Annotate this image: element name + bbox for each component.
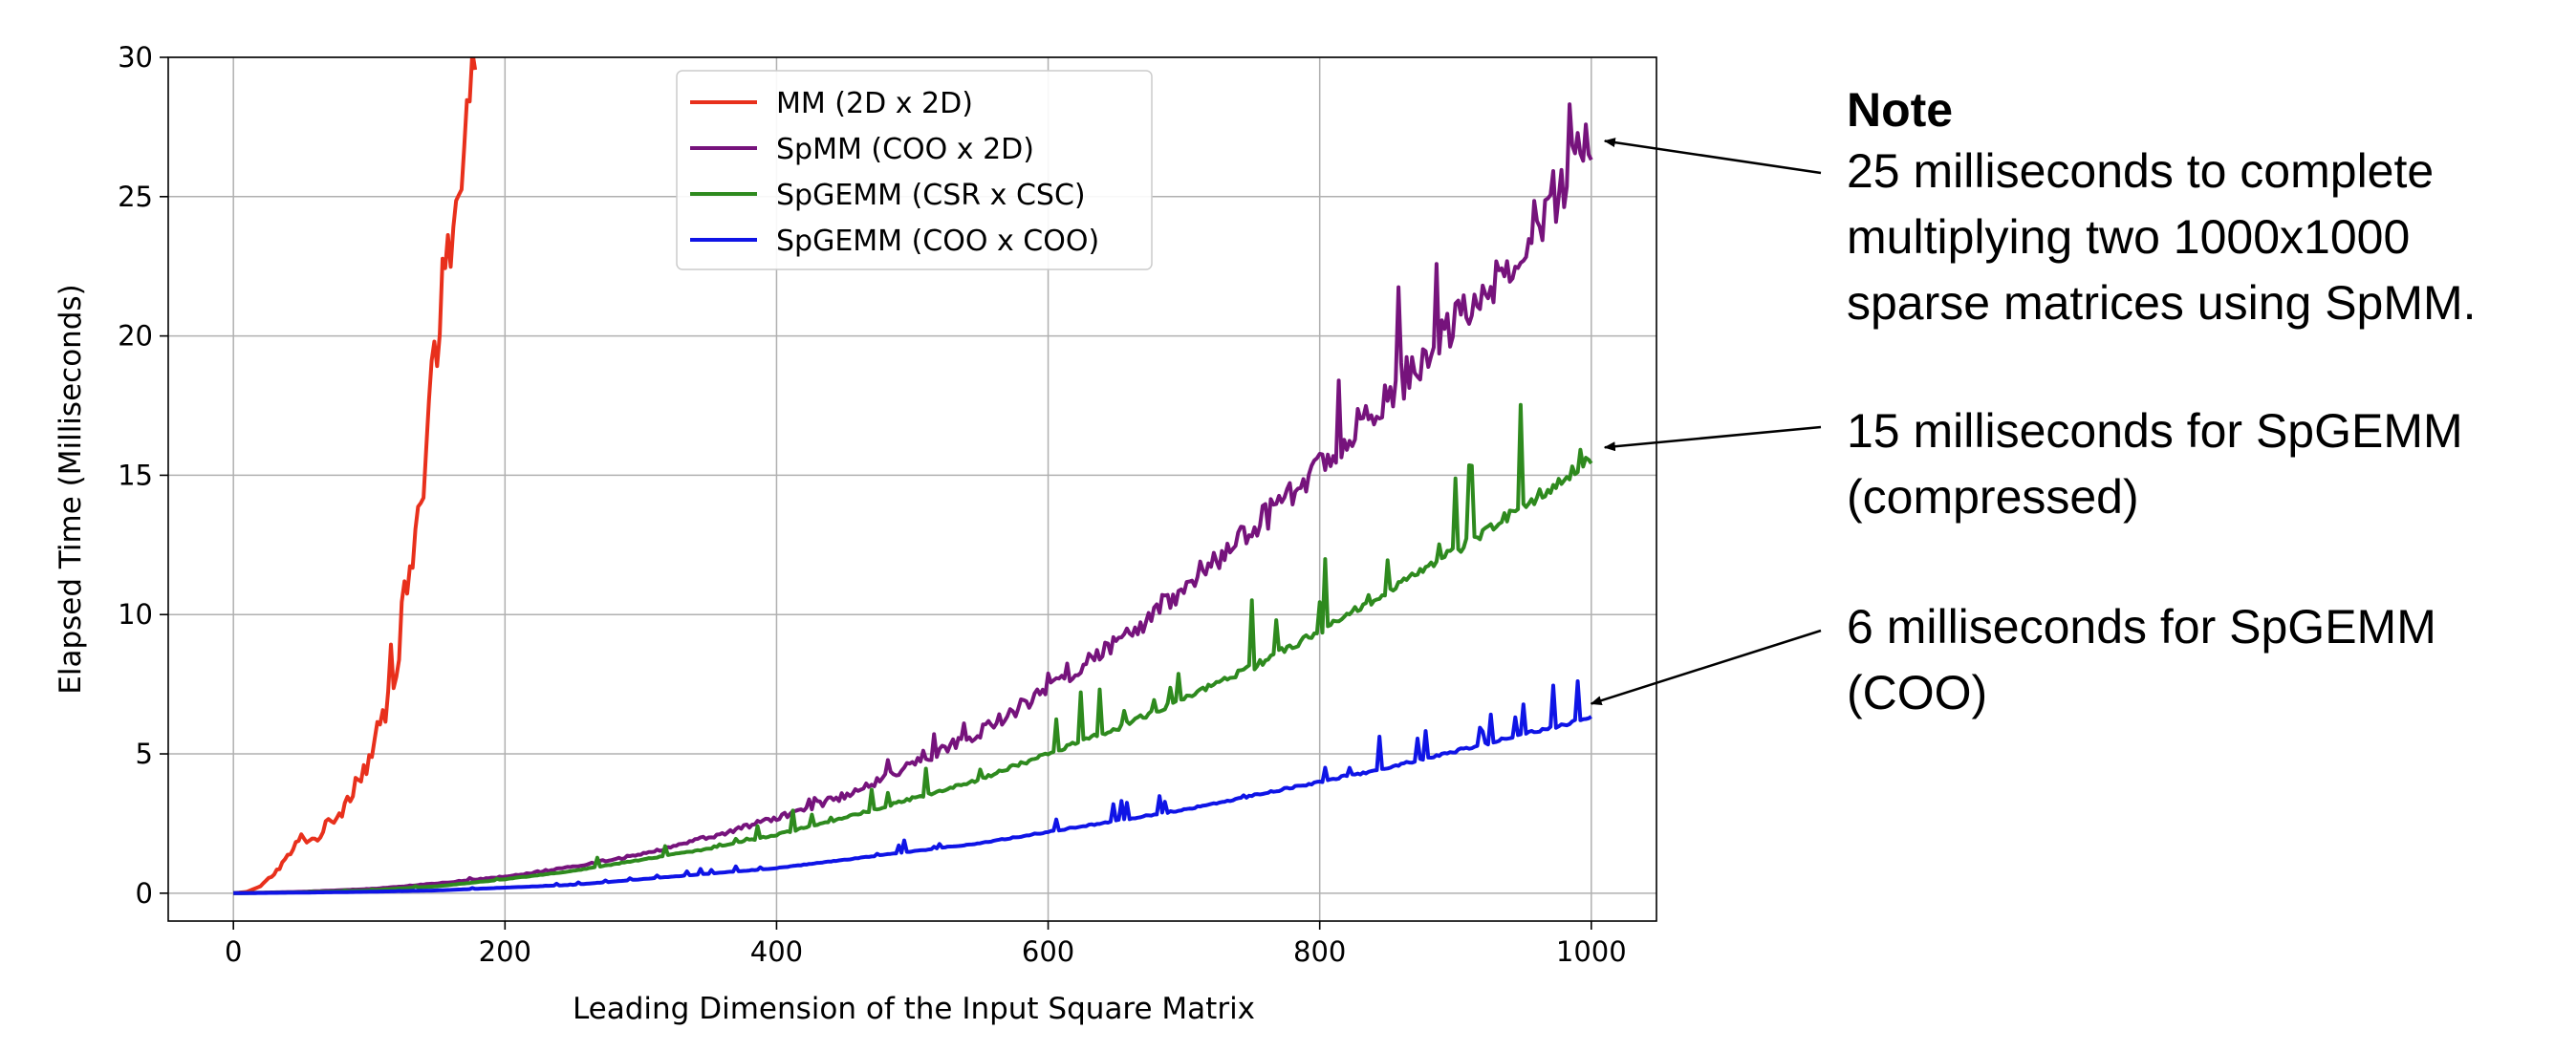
series-line — [233, 402, 1593, 895]
annotation-text: 15 milliseconds for SpGEMM — [1847, 404, 2463, 458]
note-title: Note — [1847, 83, 1953, 137]
y-tick-label: 10 — [118, 598, 153, 631]
annotation-text: 6 milliseconds for SpGEMM — [1847, 600, 2436, 654]
note-panel: Note 25 milliseconds to complete multiply… — [1590, 83, 2477, 719]
x-tick-label: 0 — [225, 935, 242, 968]
series-line — [233, 102, 1593, 895]
annotation-text: (COO) — [1847, 666, 1987, 719]
y-tick-label: 0 — [136, 877, 153, 910]
y-tick-label: 15 — [118, 459, 153, 491]
legend-frame — [676, 70, 1153, 270]
y-tick-label: 5 — [136, 738, 153, 770]
x-tick-label: 200 — [479, 935, 531, 968]
annotation-text: multiplying two 1000x1000 — [1847, 210, 2410, 264]
x-tick-label: 600 — [1022, 935, 1074, 968]
series-line — [232, 57, 478, 895]
annotation-arrow — [1590, 629, 1822, 705]
legend-label: SpGEMM (CSR x CSC) — [776, 179, 1086, 212]
axis-ticks: 0 200 400 600 800 1000 0 5 10 15 20 25 30 — [118, 41, 1627, 968]
x-axis-title: Leading Dimension of the Input Square Ma… — [573, 992, 1255, 1026]
plot-frame — [167, 56, 1657, 922]
annotation-arrow — [1603, 425, 1822, 452]
legend-label: SpMM (COO x 2D) — [776, 133, 1034, 166]
y-tick-label: 30 — [118, 41, 153, 74]
legend-label: MM (2D x 2D) — [776, 87, 973, 120]
x-tick-label: 400 — [750, 935, 803, 968]
plot-lines — [232, 57, 1593, 895]
x-tick-label: 800 — [1293, 935, 1346, 968]
annotation-text: (compressed) — [1847, 470, 2139, 524]
y-axis-title: Elapsed Time (Milliseconds) — [54, 284, 88, 694]
legend-label: SpGEMM (COO x COO) — [776, 225, 1099, 258]
x-tick-label: 1000 — [1556, 935, 1627, 968]
series-line — [233, 679, 1592, 895]
annotation-text: sparse matrices using SpMM. — [1847, 276, 2477, 330]
y-tick-label: 25 — [118, 181, 153, 213]
annotation-text: 25 milliseconds to complete — [1847, 144, 2434, 198]
annotation-arrow — [1603, 138, 1822, 175]
legend: MM (2D x 2D) SpMM (COO x 2D) SpGEMM (CSR x… — [676, 70, 1153, 270]
y-tick-label: 20 — [118, 320, 153, 353]
